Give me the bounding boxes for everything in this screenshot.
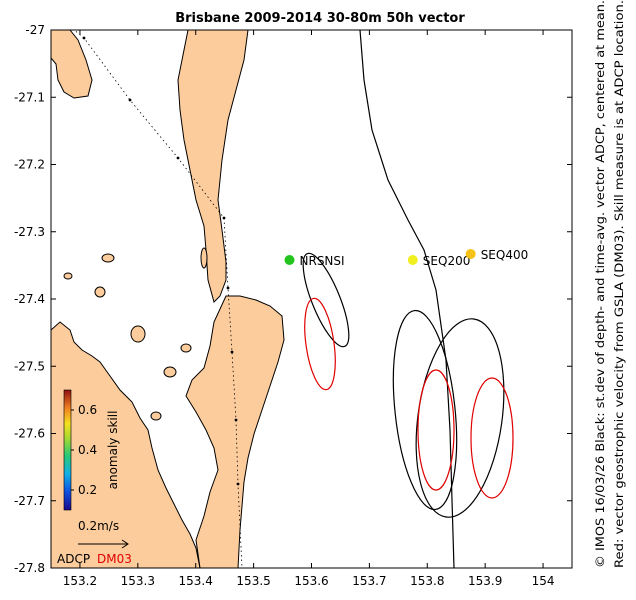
y-axis: -27 -27.1 -27.2 -27.3 -27.4 -27.5 -27.6 -27.7 -2… — [14, 23, 572, 575]
side-caption-line1: © IMOS 16/03/26 Black: st.dev of depth- … — [593, 0, 607, 568]
land-bay-island-6 — [150, 411, 162, 421]
x-tick-label: 153.3 — [121, 574, 155, 588]
station-layer: NRSNSI SEQ200 SEQ400 — [284, 248, 529, 268]
y-tick-label: -27.5 — [14, 359, 45, 373]
x-tick-label: 153.9 — [468, 574, 502, 588]
station-marker — [465, 248, 476, 259]
depth-contour — [359, 29, 455, 569]
station-marker — [407, 254, 418, 265]
y-tick-label: -27.1 — [14, 90, 45, 104]
land-stradbroke-island — [185, 295, 285, 568]
model-ellipse-seq400 — [470, 377, 514, 499]
x-tick-label: 153.4 — [179, 574, 213, 588]
land-bay-island-2 — [94, 286, 106, 298]
y-tick-label: -27.8 — [14, 561, 45, 575]
land-bay-island-3 — [63, 272, 73, 280]
land-bay-island-8 — [180, 343, 192, 353]
x-tick-label: 153.5 — [236, 574, 270, 588]
station-label: SEQ400 — [481, 248, 529, 262]
legend-model: DM03 — [97, 552, 132, 566]
adcp-ellipse-nrsnsi — [302, 252, 350, 348]
scale-arrow-head — [121, 539, 129, 549]
station-label: SEQ200 — [423, 254, 471, 268]
legend-adcp: ADCP — [57, 552, 90, 566]
ellipse-layer — [302, 252, 514, 518]
shipping-lane-markers — [82, 36, 240, 486]
station-marker — [284, 254, 295, 265]
x-tick-label: 153.2 — [63, 574, 97, 588]
colorbar-tick-label: 0.2 — [78, 483, 97, 497]
land-bribie-north — [51, 30, 93, 99]
colorbar-ticks: 0.2 0.4 0.6 — [71, 403, 97, 497]
y-tick-label: -27.2 — [14, 158, 45, 172]
land-bay-island-7 — [200, 247, 208, 269]
y-tick-label: -27.3 — [14, 225, 45, 239]
chart-title: Brisbane 2009-2014 30-80m 50h vector — [175, 11, 465, 26]
land-moreton-island — [177, 30, 249, 303]
adcp-ellipse-seq400 — [415, 318, 505, 518]
x-tick-label: 153.6 — [294, 574, 328, 588]
y-tick-label: -27.7 — [14, 494, 45, 508]
land-bay-island-1 — [101, 253, 115, 263]
model-ellipse-nrsnsi — [304, 297, 336, 391]
land-bay-island-4 — [130, 325, 146, 343]
y-tick-label: -27 — [25, 23, 45, 37]
land-bay-island-5 — [163, 366, 177, 378]
y-tick-label: -27.4 — [14, 292, 45, 306]
scale-arrow-label: 0.2m/s — [78, 519, 119, 533]
y-tick-label: -27.6 — [14, 427, 45, 441]
land-mainland — [51, 321, 201, 568]
x-tick-label: 153.7 — [352, 574, 386, 588]
colorbar-tick-label: 0.6 — [78, 403, 97, 417]
colorbar — [63, 389, 72, 511]
station-label: NRSNSI — [300, 254, 345, 268]
side-caption-line2: Red: vector geostrophic velocity from GS… — [612, 0, 626, 568]
x-axis: 153.2 153.3 153.4 153.5 153.6 153.7 153.8 153.9… — [63, 30, 555, 588]
shipping-lane — [73, 30, 243, 568]
x-tick-label: 154 — [532, 574, 555, 588]
colorbar-label: anomaly skill — [106, 411, 120, 490]
adcp-ellipse-seq200 — [392, 309, 458, 511]
x-tick-label: 153.8 — [410, 574, 444, 588]
colorbar-tick-label: 0.4 — [78, 443, 97, 457]
model-ellipse-seq200 — [417, 369, 455, 491]
